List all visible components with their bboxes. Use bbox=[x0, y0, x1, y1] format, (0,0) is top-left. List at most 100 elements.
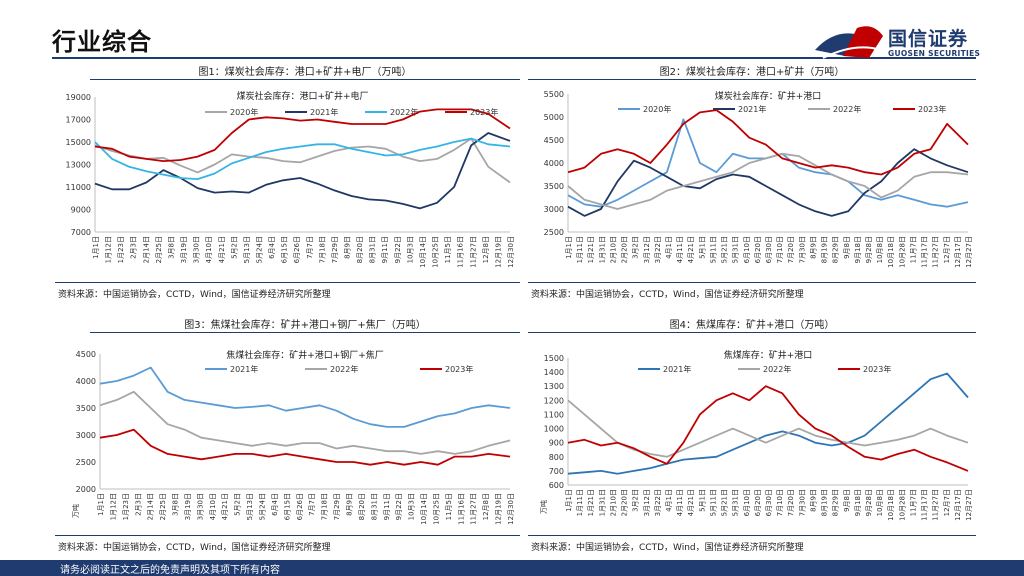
x-tick-label: 11月7日 bbox=[909, 236, 917, 263]
chart-title: 煤炭社会库存：矿井+港口 bbox=[715, 90, 822, 102]
x-tick-label: 12月8日 bbox=[482, 493, 490, 520]
x-tick-label: 2月25日 bbox=[155, 236, 163, 263]
series-line-2022年 bbox=[99, 390, 511, 455]
x-tick-label: 4月1日 bbox=[665, 236, 673, 259]
y-tick-label: 3000 bbox=[76, 431, 96, 440]
x-tick-label: 10月14日 bbox=[419, 236, 427, 268]
x-tick-label: 2月14日 bbox=[142, 236, 150, 263]
series-line-2021年 bbox=[567, 372, 969, 475]
y-tick-label: 17000 bbox=[66, 116, 91, 125]
x-tick-label: 12月8日 bbox=[482, 236, 490, 263]
x-tick-label: 3月2日 bbox=[632, 489, 640, 512]
chart2-source: 资料来源：中国运销协会，CCTD，Wind，国信证券经济研究所整理 bbox=[531, 290, 804, 300]
x-tick-label: 5月31日 bbox=[732, 236, 740, 263]
x-tick-label: 1月11日 bbox=[576, 236, 584, 263]
x-tick-label: 10月28日 bbox=[898, 489, 906, 521]
x-tick-label: 10月18日 bbox=[887, 236, 895, 268]
x-tick-label: 12月19日 bbox=[495, 493, 503, 525]
x-tick-label: 11月17日 bbox=[921, 236, 929, 268]
chart-title: 焦煤库存：矿井+港口 bbox=[724, 349, 813, 361]
chart1-source-rule bbox=[55, 282, 520, 283]
series-line-2021年 bbox=[99, 366, 511, 428]
x-tick-label: 3月19日 bbox=[180, 236, 188, 263]
x-tick-label: 5月1日 bbox=[698, 236, 706, 259]
x-tick-label: 8月20日 bbox=[356, 236, 364, 263]
x-tick-label: 12月17日 bbox=[954, 236, 962, 268]
chart2-svg: 2500 3000 3500 4000 4500 5000 5500 1月1日 1月11日 1月2… bbox=[544, 90, 973, 268]
footer-bar: 请务必阅读正文之后的免责声明及其项下所有内容 bbox=[0, 560, 1024, 576]
header-rule bbox=[52, 57, 976, 59]
legend-label: 2023年 bbox=[445, 364, 473, 374]
y-tick-label: 1200 bbox=[544, 396, 564, 405]
x-tick-label: 3月30日 bbox=[196, 493, 204, 520]
x-tick-label: 11月27日 bbox=[932, 236, 940, 268]
x-tick-label: 9月18日 bbox=[854, 236, 862, 263]
legend-label: 2022年 bbox=[833, 104, 861, 114]
x-tick-label: 11月27日 bbox=[932, 489, 940, 521]
series-line-2020年 bbox=[567, 118, 969, 208]
x-tick-label: 4月1日 bbox=[665, 489, 673, 512]
legend-label: 2022年 bbox=[390, 107, 418, 117]
x-tick-label: 5月2日 bbox=[230, 236, 238, 259]
y-tick-label: 600 bbox=[549, 481, 564, 490]
x-tick-label: 6月26日 bbox=[293, 236, 301, 263]
x-tick-label: 1月1日 bbox=[97, 493, 105, 516]
x-tick-label: 3月12日 bbox=[643, 489, 651, 516]
series-line-2023年 bbox=[567, 385, 969, 472]
legend-label: 2021年 bbox=[310, 107, 338, 117]
x-tick-label: 6月15日 bbox=[281, 236, 289, 263]
y-tick-label: 15000 bbox=[66, 138, 91, 147]
x-tick-label: 8月9日 bbox=[809, 489, 817, 512]
x-tick-label: 10月18日 bbox=[887, 489, 895, 521]
x-tick-label: 12月19日 bbox=[494, 236, 502, 268]
x-tick-label: 11月5日 bbox=[445, 493, 453, 520]
x-tick-label: 9月28日 bbox=[865, 236, 873, 263]
x-tick-label: 1月12日 bbox=[105, 236, 113, 263]
y-tick-label: 9000 bbox=[71, 206, 91, 215]
x-tick-label: 5月13日 bbox=[246, 493, 254, 520]
y-tick-label: 11000 bbox=[66, 183, 91, 192]
y-tick-label: 700 bbox=[549, 467, 564, 476]
x-tick-label: 5月2日 bbox=[234, 493, 242, 516]
series-line-2023年 bbox=[567, 109, 969, 176]
x-tick-label: 2月10日 bbox=[609, 236, 617, 263]
legend-label: 2023年 bbox=[470, 107, 498, 117]
x-tick-label: 8月19日 bbox=[821, 236, 829, 263]
x-tick-label: 9月11日 bbox=[383, 493, 391, 520]
logo-text-en: GUOSEN SECURITIES bbox=[888, 49, 981, 58]
x-tick-label: 6月30日 bbox=[765, 489, 773, 516]
y-tick-label: 3000 bbox=[544, 205, 564, 214]
x-tick-label: 7月10日 bbox=[776, 236, 784, 263]
x-tick-label: 1月1日 bbox=[565, 489, 573, 512]
x-tick-label: 7月18日 bbox=[321, 493, 329, 520]
chart-title: 煤炭社会库存：港口+矿井+电厂 bbox=[236, 90, 368, 102]
y-tick-label: 4000 bbox=[76, 377, 96, 386]
x-tick-label: 1月23日 bbox=[122, 493, 130, 520]
x-tick-label: 8月31日 bbox=[369, 236, 377, 263]
x-tick-label: 4月21日 bbox=[221, 493, 229, 520]
series-line-2020年 bbox=[94, 137, 511, 184]
x-tick-label: 1月21日 bbox=[587, 236, 595, 263]
x-tick-label: 7月30日 bbox=[798, 489, 806, 516]
y-tick-label: 5000 bbox=[544, 113, 564, 122]
x-tick-label: 1月23日 bbox=[117, 236, 125, 263]
legend-label: 2022年 bbox=[330, 364, 358, 374]
footer-disclaimer: 请务必阅读正文之后的免责声明及其项下所有内容 bbox=[60, 565, 280, 576]
x-tick-label: 11月7日 bbox=[909, 489, 917, 516]
x-tick-label: 8月31日 bbox=[370, 493, 378, 520]
chart3-svg: 2000 2500 3000 3500 4000 4500 1月1日 1月12日 1月23日 2月… bbox=[71, 349, 515, 525]
x-tick-label: 12月7日 bbox=[943, 236, 951, 263]
y-tick-label: 3500 bbox=[544, 182, 564, 191]
series-line-2022年 bbox=[94, 137, 511, 180]
x-tick-label: 6月15日 bbox=[283, 493, 291, 520]
y-tick-label: 19000 bbox=[66, 93, 91, 102]
x-tick-label: 4月10日 bbox=[205, 236, 213, 263]
y-tick-label: 1100 bbox=[544, 410, 564, 419]
x-tick-label: 7月18日 bbox=[318, 236, 326, 263]
x-tick-label: 5月24日 bbox=[255, 236, 263, 263]
x-tick-label: 1月1日 bbox=[565, 236, 573, 259]
x-tick-label: 8月20日 bbox=[358, 493, 366, 520]
y-tick-label: 5500 bbox=[544, 90, 564, 99]
x-tick-label: 8月9日 bbox=[345, 493, 353, 516]
x-tick-label: 7月29日 bbox=[331, 236, 339, 263]
